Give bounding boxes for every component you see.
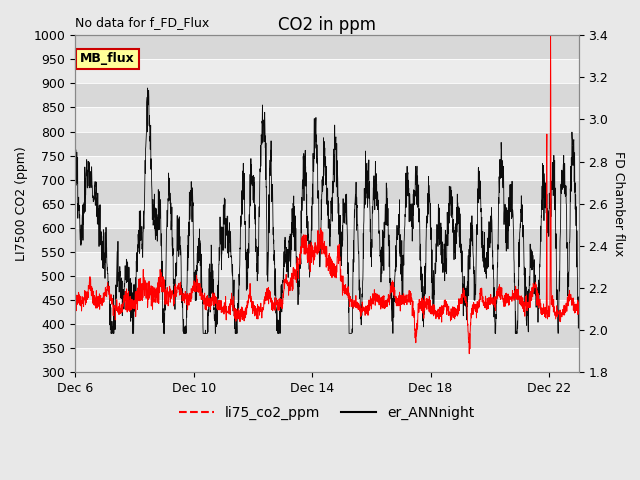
Bar bbox=[75, 204, 579, 228]
Bar bbox=[75, 84, 579, 108]
Bar bbox=[75, 324, 579, 348]
Bar bbox=[75, 156, 579, 180]
Bar bbox=[75, 180, 579, 204]
Bar bbox=[75, 252, 579, 276]
Y-axis label: FD Chamber flux: FD Chamber flux bbox=[612, 151, 625, 256]
Title: CO2 in ppm: CO2 in ppm bbox=[278, 16, 376, 34]
Text: No data for f_FD_Flux: No data for f_FD_Flux bbox=[75, 16, 209, 29]
Bar bbox=[75, 300, 579, 324]
Bar bbox=[75, 348, 579, 372]
Bar bbox=[75, 228, 579, 252]
Bar bbox=[75, 108, 579, 132]
Y-axis label: LI7500 CO2 (ppm): LI7500 CO2 (ppm) bbox=[15, 146, 28, 261]
Bar bbox=[75, 60, 579, 84]
Text: MB_flux: MB_flux bbox=[80, 52, 135, 65]
Legend: li75_co2_ppm, er_ANNnight: li75_co2_ppm, er_ANNnight bbox=[174, 400, 480, 425]
Bar bbox=[75, 36, 579, 60]
Bar bbox=[75, 132, 579, 156]
Bar bbox=[75, 276, 579, 300]
